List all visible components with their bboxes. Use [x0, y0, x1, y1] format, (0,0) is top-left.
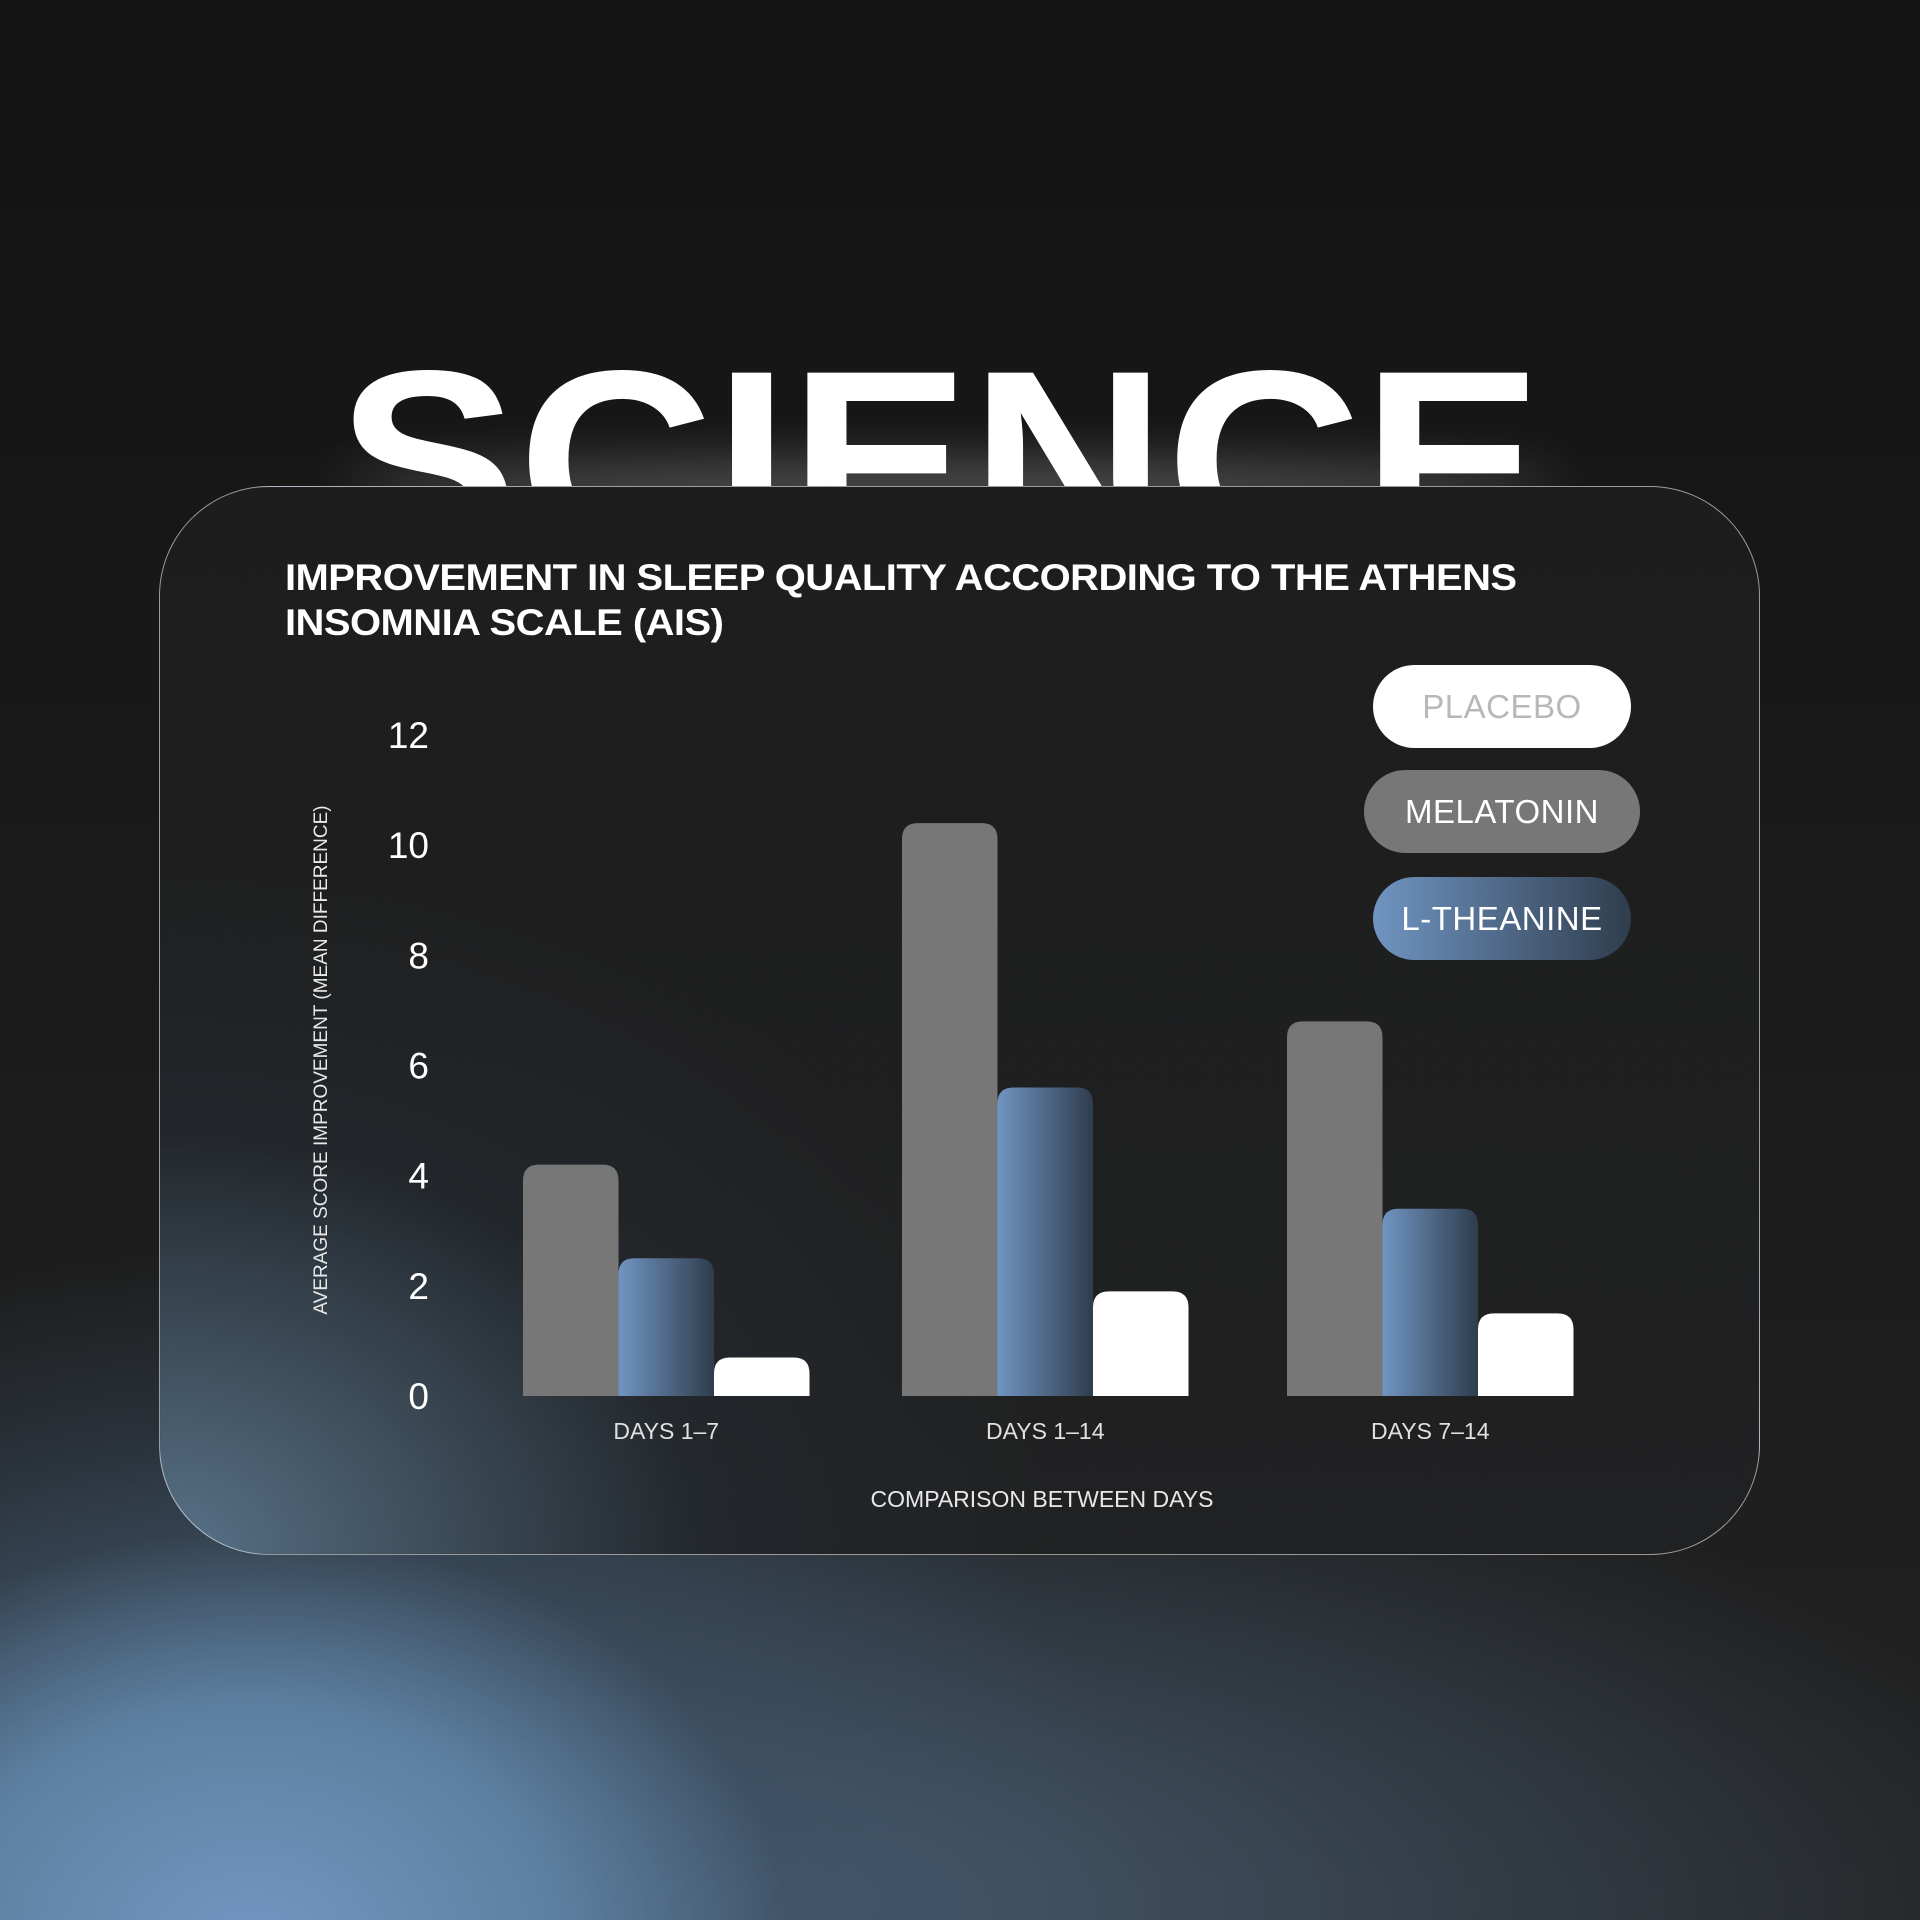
chart-title-line-1: IMPROVEMENT IN SLEEP QUALITY ACCORDING T… — [285, 557, 1517, 598]
legend-item-l-theanine: L-THEANINE — [1373, 877, 1631, 960]
bar-melatonin-1 — [902, 823, 998, 1396]
legend-label: L-THEANINE — [1401, 899, 1603, 937]
y-tick-label: 8 — [408, 935, 429, 976]
hero-science-text: SCIENCE — [337, 318, 1543, 486]
bar-melatonin-2 — [1287, 1021, 1383, 1396]
y-axis-label: AVERAGE SCORE IMPROVEMENT (MEAN DIFFEREN… — [311, 805, 332, 1314]
x-axis-label: COMPARISON BETWEEN DAYS — [871, 1486, 1214, 1512]
bar-l-theanine-2 — [1382, 1208, 1478, 1396]
bar-l-theanine-0 — [618, 1258, 714, 1396]
legend-label: PLACEBO — [1422, 687, 1582, 725]
legend-item-melatonin: MELATONIN — [1364, 770, 1640, 853]
bar-melatonin-0 — [523, 1164, 619, 1396]
legend-label: MELATONIN — [1405, 792, 1599, 830]
bar-l-theanine-1 — [997, 1087, 1093, 1396]
legend-item-placebo: PLACEBO — [1373, 665, 1631, 748]
x-tick-label: DAYS 1–7 — [613, 1418, 719, 1444]
y-tick-label: 6 — [408, 1046, 429, 1087]
y-tick-label: 0 — [408, 1376, 429, 1417]
y-tick-label: 10 — [388, 825, 429, 866]
y-tick-label: 4 — [408, 1156, 429, 1197]
bar-placebo-2 — [1478, 1313, 1574, 1396]
x-tick-label: DAYS 1–14 — [986, 1418, 1105, 1444]
chart-title-line-2: INSOMNIA SCALE (AIS) — [285, 602, 724, 643]
chart-title: IMPROVEMENT IN SLEEP QUALITY ACCORDING T… — [285, 555, 1732, 645]
bar-placebo-0 — [714, 1357, 810, 1396]
y-tick-label: 12 — [388, 715, 429, 756]
x-tick-label: DAYS 7–14 — [1371, 1418, 1490, 1444]
bar-placebo-1 — [1093, 1291, 1189, 1396]
hero-title: SCIENCE — [337, 318, 1543, 486]
y-tick-label: 2 — [408, 1266, 429, 1307]
